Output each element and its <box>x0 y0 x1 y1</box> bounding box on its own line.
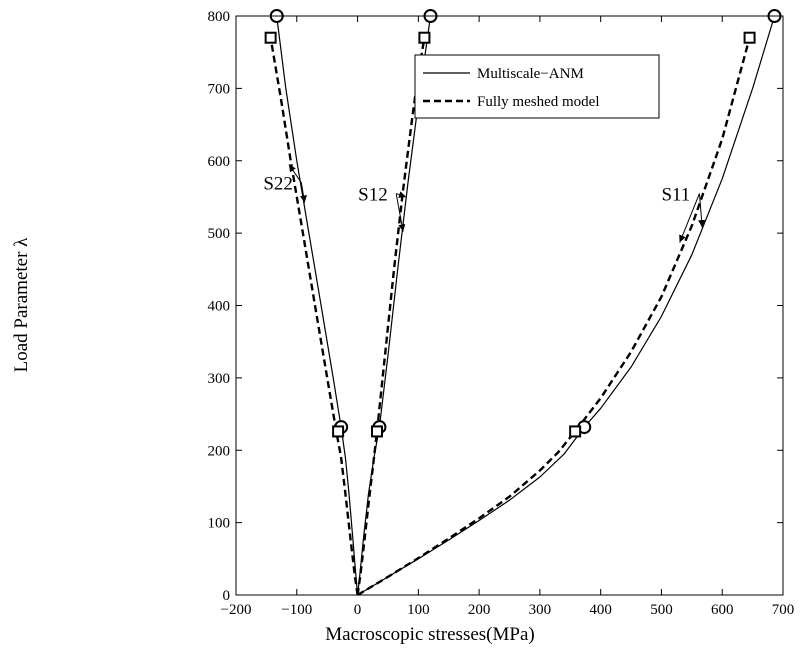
y-tick-label: 400 <box>208 299 231 315</box>
annotation-s22: S22 <box>263 174 293 195</box>
annotation-arrowhead-s22-0 <box>288 164 296 173</box>
x-tick-label: −100 <box>281 602 312 618</box>
x-tick-label: 0 <box>354 602 362 618</box>
marker-square-10 <box>371 425 384 438</box>
x-tick-label: 300 <box>529 602 552 618</box>
marker-square-11 <box>569 425 582 438</box>
x-tick-label: 200 <box>468 602 491 618</box>
series-line-s22-fully-meshed <box>269 37 359 596</box>
y-tick-label: 500 <box>208 226 231 242</box>
x-tick-label: 400 <box>589 602 612 618</box>
series-line-s22-multiscale <box>276 15 359 596</box>
x-axis-title: Macroscopic stresses(MPa) <box>325 624 534 645</box>
annotation-s12: S12 <box>358 185 388 206</box>
x-tick-label: 600 <box>711 602 734 618</box>
annotation-arrowhead-s12-0 <box>398 191 407 198</box>
marker-square-8 <box>743 31 756 44</box>
y-axis-ticks: 0 100 200 300 400 500 600 700 800 <box>208 9 783 604</box>
marker-square-9 <box>332 425 345 438</box>
series-line-s11-fully-meshed <box>356 37 751 597</box>
y-tick-label: 700 <box>208 81 231 97</box>
x-tick-label: 100 <box>407 602 430 618</box>
y-tick-label: 300 <box>208 371 231 387</box>
annotations: S22 S12 S11 <box>263 164 706 243</box>
y-axis-title: Load Parameter λ <box>11 237 32 373</box>
annotation-s11: S11 <box>661 185 690 206</box>
y-tick-label: 200 <box>208 443 231 459</box>
annotation-arrow-s11-0 <box>679 193 700 243</box>
data-curves <box>269 15 776 597</box>
x-tick-label: 500 <box>650 602 673 618</box>
legend: Multiscale−ANM Fully meshed model <box>414 54 660 119</box>
legend-label-multiscale: Multiscale−ANM <box>477 66 584 82</box>
annotation-arrowhead-s22-1 <box>300 195 307 203</box>
y-tick-label: 800 <box>208 9 231 25</box>
legend-box <box>414 54 660 119</box>
legend-label-fully-meshed: Fully meshed model <box>477 94 600 110</box>
marker-square-7 <box>418 31 431 44</box>
y-tick-label: 600 <box>208 154 231 170</box>
y-tick-label: 0 <box>223 588 231 604</box>
y-tick-label: 100 <box>208 516 231 532</box>
annotation-arrowhead-s12-1 <box>398 223 406 232</box>
x-axis-ticks: −200 −100 0 100 200 300 400 500 600 700 <box>221 16 795 618</box>
series-line-s12-fully-meshed <box>356 37 426 596</box>
annotation-arrowhead-s11-0 <box>679 234 686 243</box>
x-tick-label: −200 <box>221 602 252 618</box>
annotation-arrowhead-s11-1 <box>698 219 706 228</box>
x-tick-label: 700 <box>772 602 795 618</box>
marker-square-6 <box>264 31 277 44</box>
